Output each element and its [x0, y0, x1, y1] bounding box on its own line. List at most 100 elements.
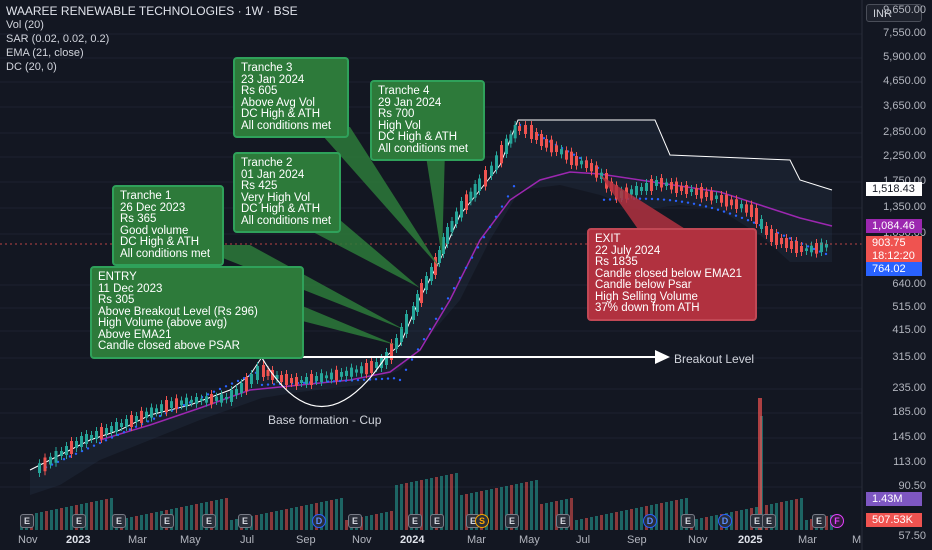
volume-bar	[270, 512, 273, 530]
volume-bar	[260, 514, 263, 530]
earnings-event-icon[interactable]: E	[348, 514, 362, 528]
earnings-event-icon[interactable]: E	[160, 514, 174, 528]
note-line: Rs 1835	[595, 256, 638, 268]
earnings-event-icon[interactable]: D	[718, 514, 732, 528]
candle-body	[575, 156, 578, 166]
volume-bar	[520, 483, 523, 530]
candle-body	[262, 365, 265, 377]
candle-body	[665, 182, 668, 186]
candle-body	[145, 411, 148, 418]
volume-bar	[805, 520, 808, 530]
earnings-event-icon[interactable]: E	[762, 514, 776, 528]
sar-dot	[386, 377, 390, 380]
price-tick-label: 415.00	[892, 324, 926, 336]
candle-body	[370, 361, 373, 373]
sar-dot	[380, 377, 384, 381]
earnings-event-icon[interactable]: E	[556, 514, 570, 528]
volume-bar	[675, 500, 678, 530]
candle-body	[155, 408, 158, 413]
volume-bar	[510, 485, 513, 530]
earnings-event-icon[interactable]: E	[238, 514, 252, 528]
currency-selector[interactable]: INR	[866, 4, 922, 22]
sar-dot	[326, 380, 330, 383]
note-line: High Vol	[378, 119, 421, 132]
earnings-event-icon[interactable]: F	[830, 514, 844, 528]
earnings-event-icon[interactable]: E	[408, 514, 422, 528]
sar-dot	[374, 378, 378, 381]
sar-dot	[182, 404, 186, 407]
volume-bar	[550, 502, 553, 530]
volume-bar	[630, 509, 633, 530]
indicator-ema[interactable]: EMA (21, close)	[6, 47, 84, 59]
volume-bar	[670, 501, 673, 530]
candle-body	[315, 376, 318, 381]
sar-dot	[302, 381, 306, 384]
earnings-event-icon[interactable]: D	[643, 514, 657, 528]
note-line: Tranche 3	[241, 62, 293, 74]
time-tick-label: 2024	[400, 534, 425, 546]
earnings-event-icon[interactable]: E	[202, 514, 216, 528]
volume-bar	[280, 510, 283, 530]
indicator-sar[interactable]: SAR (0.02, 0.02, 0.2)	[6, 33, 110, 45]
candle-body	[600, 172, 603, 179]
candle-body	[590, 163, 593, 172]
price-tick-label: 235.00	[892, 382, 926, 394]
volume-bar	[45, 511, 48, 530]
note-line: DC High & ATH	[120, 236, 200, 248]
earnings-event-icon[interactable]: D	[312, 514, 326, 528]
sar-dot	[212, 390, 216, 393]
candle-body	[670, 182, 673, 190]
volume-bar	[330, 500, 333, 530]
earnings-event-icon[interactable]: E	[430, 514, 444, 528]
indicator-vol[interactable]: Vol (20)	[6, 19, 44, 31]
earnings-event-icon[interactable]: S	[475, 514, 489, 528]
candle-body	[195, 397, 198, 404]
time-tick-label: Mar	[467, 534, 486, 546]
candle-body	[650, 179, 653, 191]
candle-body	[340, 372, 343, 377]
volume-bar	[235, 519, 238, 530]
time-tick-label: Sep	[627, 534, 647, 546]
candle-body	[710, 191, 713, 201]
time-tick-label: Nov	[352, 534, 372, 546]
candle-body	[715, 195, 718, 199]
earnings-event-icon[interactable]: E	[72, 514, 86, 528]
candle-body	[95, 431, 98, 439]
note-line: DC High & ATH	[378, 131, 458, 143]
earnings-event-icon[interactable]: E	[812, 514, 826, 528]
note-line: Rs 365	[120, 213, 157, 225]
volume-bar	[790, 500, 793, 530]
price-badge: 1,084.46	[866, 219, 922, 233]
candle-body	[325, 375, 328, 379]
time-tick-label: Nov	[688, 534, 708, 546]
candle-body	[469, 191, 473, 202]
price-tick-label: 9,650.00	[883, 4, 926, 16]
cup-arc[interactable]	[261, 357, 386, 408]
volume-bar	[810, 519, 813, 530]
sar-dot	[812, 247, 816, 251]
candle-body	[115, 422, 118, 432]
earnings-event-icon[interactable]: E	[681, 514, 695, 528]
candle-body	[85, 434, 88, 444]
volume-bar	[230, 520, 233, 530]
indicator-dc[interactable]: DC (20, 0)	[6, 61, 57, 73]
candle-body	[524, 125, 527, 134]
sar-dot	[410, 358, 414, 361]
volume-bar	[35, 513, 38, 530]
earnings-event-icon[interactable]: E	[112, 514, 126, 528]
volume-bar	[785, 501, 788, 530]
sar-dot	[110, 436, 114, 439]
cup-label: Base formation - Cup	[268, 413, 382, 427]
earnings-event-icon[interactable]: E	[20, 514, 34, 528]
candle-body	[210, 394, 213, 405]
donchian-upper-line	[29, 119, 833, 471]
candle-body	[455, 211, 458, 224]
price-tick-label: 2,250.00	[883, 150, 926, 162]
earnings-event-icon[interactable]: E	[505, 514, 519, 528]
note-tranche-3: Tranche 3 23 Jan 2024 Rs 605 Above Avg Vol D…	[233, 57, 349, 138]
sar-dot	[152, 417, 156, 420]
candle-body	[220, 394, 223, 403]
price-tick-label: 5,900.00	[883, 51, 926, 63]
symbol-title[interactable]: WAAREE RENEWABLE TECHNOLOGIES · 1W · BSE	[6, 4, 298, 18]
time-tick-label: 2025	[738, 534, 763, 546]
